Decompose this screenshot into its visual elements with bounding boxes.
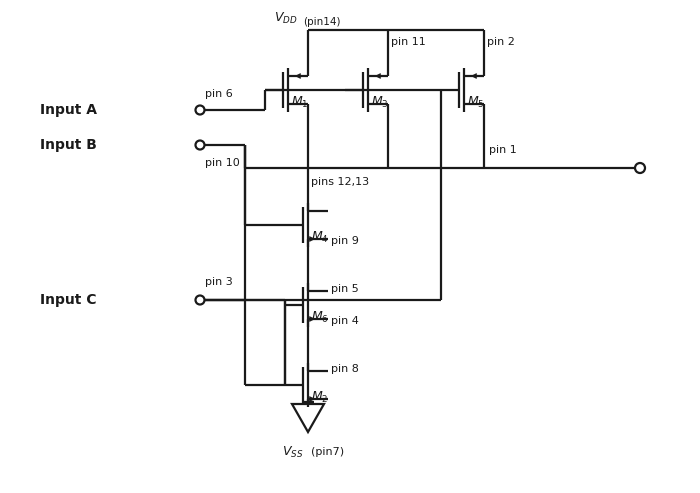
Text: pin 2: pin 2 xyxy=(487,37,515,47)
Text: pin 6: pin 6 xyxy=(205,89,232,99)
Text: Input A: Input A xyxy=(40,103,97,117)
Text: $M_3$: $M_3$ xyxy=(371,95,388,109)
Text: $V_{SS}$: $V_{SS}$ xyxy=(281,445,303,459)
Text: pin 11: pin 11 xyxy=(391,37,426,47)
Text: $M_1$: $M_1$ xyxy=(291,95,309,109)
Text: pin 3: pin 3 xyxy=(205,277,232,287)
Text: $M_6$: $M_6$ xyxy=(311,310,329,324)
Text: pin 10: pin 10 xyxy=(205,158,239,168)
Text: $M_5$: $M_5$ xyxy=(467,95,484,109)
Text: pin 9: pin 9 xyxy=(331,236,359,246)
Text: (pin14): (pin14) xyxy=(303,17,340,27)
Text: pin 8: pin 8 xyxy=(331,364,359,374)
Text: Input B: Input B xyxy=(40,138,97,152)
Text: pin 5: pin 5 xyxy=(331,284,358,294)
Text: pin 1: pin 1 xyxy=(489,145,517,155)
Text: $V_{DD}$: $V_{DD}$ xyxy=(274,10,298,26)
Text: pin 4: pin 4 xyxy=(331,316,359,326)
Text: Input C: Input C xyxy=(40,293,97,307)
Text: $M_4$: $M_4$ xyxy=(311,229,329,245)
Text: pins 12,13: pins 12,13 xyxy=(311,177,369,187)
Text: (pin7): (pin7) xyxy=(311,447,344,457)
Text: $M_2$: $M_2$ xyxy=(311,389,328,405)
